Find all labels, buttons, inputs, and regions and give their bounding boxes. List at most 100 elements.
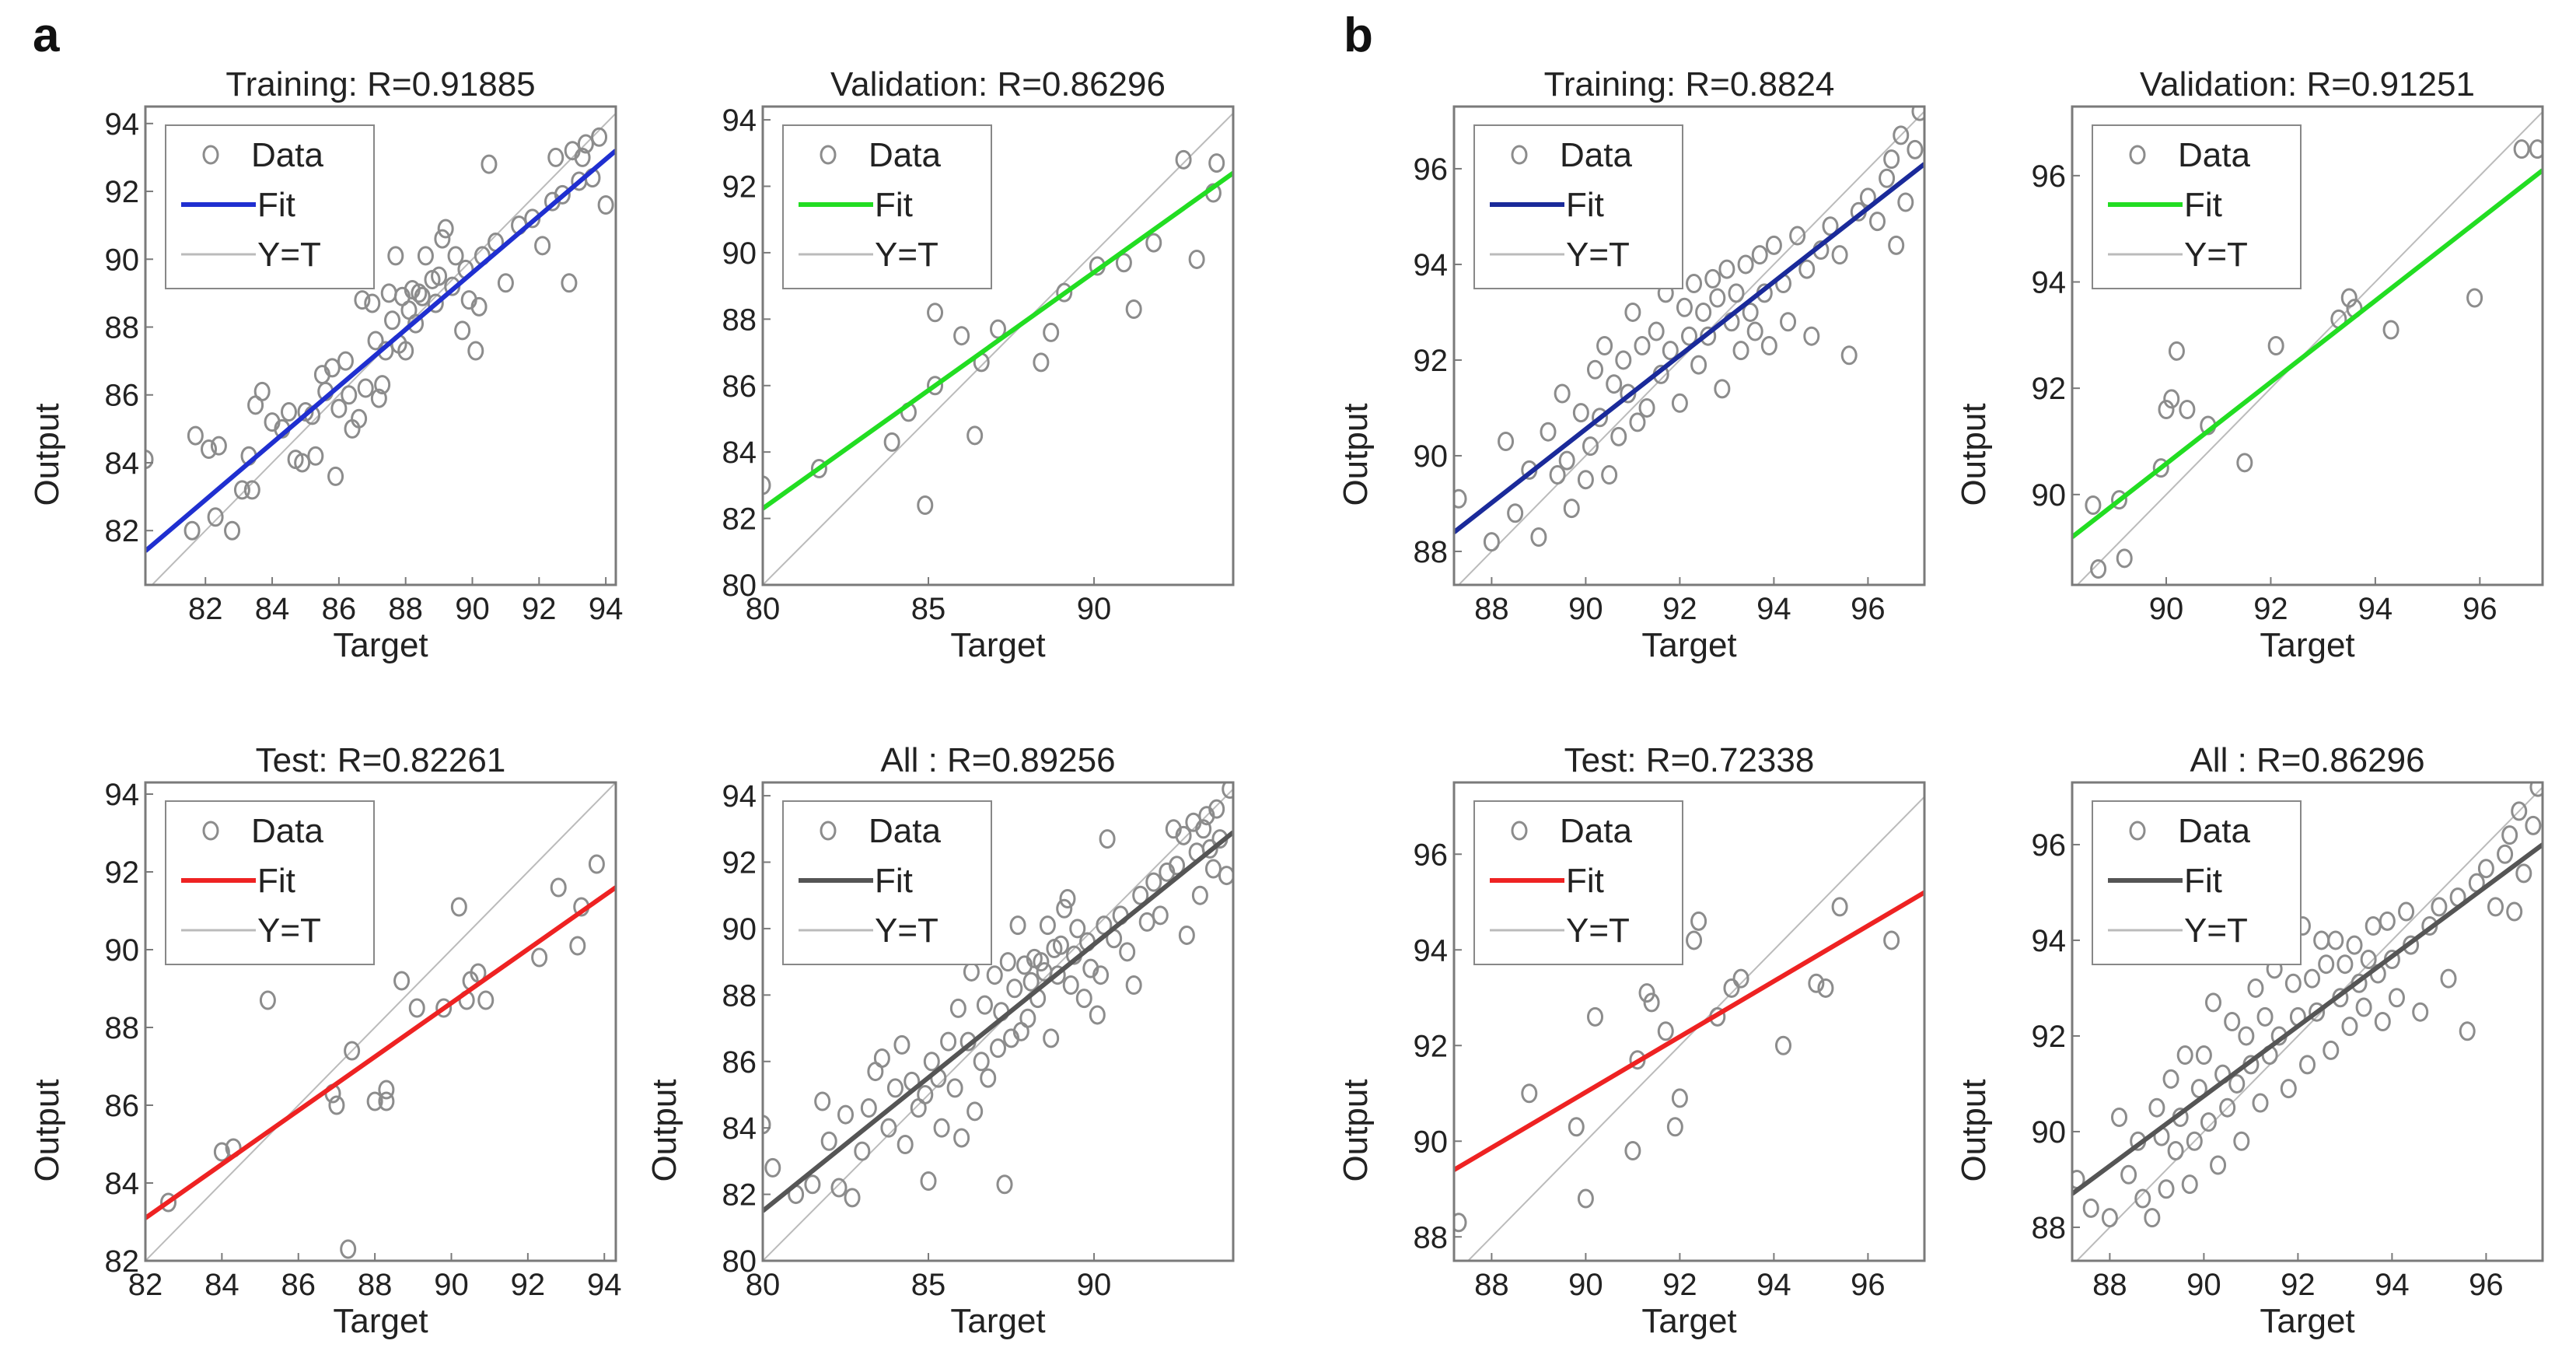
data-point <box>366 1091 383 1111</box>
data-point <box>1145 872 1162 892</box>
data-point <box>1601 465 1618 485</box>
y-axis-label: Output <box>1337 403 1375 506</box>
data-point <box>370 388 387 408</box>
data-point <box>1615 350 1632 370</box>
data-point <box>210 436 227 456</box>
legend: Data Fit Y=T <box>165 800 375 965</box>
data-point <box>384 310 401 331</box>
data-point <box>470 296 488 317</box>
data-point <box>2176 1045 2193 1066</box>
data-point <box>999 952 1016 972</box>
y-tick-label: 90 <box>722 236 757 271</box>
x-tick-label: 94 <box>2375 1268 2410 1302</box>
data-point <box>374 375 391 395</box>
legend-label-data: Data <box>2178 812 2250 850</box>
data-point <box>1760 336 1777 355</box>
data-point <box>1043 322 1060 342</box>
data-point <box>2515 863 2532 884</box>
data-point <box>2152 458 2169 478</box>
data-point <box>763 1115 771 1135</box>
data-point <box>1737 254 1754 275</box>
data-point <box>2090 559 2107 579</box>
x-tick-label: 92 <box>1662 1268 1697 1302</box>
data-point <box>224 520 241 541</box>
data-point <box>2116 548 2133 569</box>
data-point <box>1169 856 1186 876</box>
data-point <box>281 402 298 422</box>
x-tick-label: 94 <box>1756 1268 1791 1302</box>
y-tick-label: 92 <box>105 175 140 209</box>
data-point <box>1893 125 1910 145</box>
data-point <box>2256 1006 2274 1027</box>
y-tick-label: 88 <box>2032 1211 2067 1245</box>
data-point <box>1789 226 1806 246</box>
legend-label-fit: Fit <box>1566 186 1604 224</box>
subplot-title: Validation: R=0.86296 <box>830 65 1166 103</box>
y-tick-label: 80 <box>722 1244 757 1279</box>
data-point <box>1831 245 1848 265</box>
y-tick-label: 82 <box>722 502 757 537</box>
data-point <box>2179 400 2196 419</box>
data-point <box>2487 897 2504 917</box>
x-tick-label: 90 <box>1568 1268 1603 1302</box>
data-point <box>2340 288 2358 308</box>
y-tick-label: 92 <box>1414 1029 1449 1063</box>
data-point <box>2501 825 2518 845</box>
subplot-title: Training: R=0.91885 <box>225 65 535 103</box>
subplot: 80 85 90 80 82 84 86 88 90 92 94 All : R=0.89256 Tar… <box>645 741 1235 1340</box>
y-axis-label: Output <box>1955 403 1993 506</box>
data-point <box>920 1171 937 1191</box>
data-point <box>207 507 224 527</box>
data-point <box>2309 1002 2326 1022</box>
data-point <box>411 283 428 303</box>
x-tick-label: 90 <box>2149 592 2184 626</box>
data-point <box>1208 153 1225 173</box>
data-point <box>1638 397 1655 418</box>
data-point <box>1577 1188 1594 1209</box>
identity-line <box>763 788 1233 1261</box>
data-point <box>1188 249 1205 269</box>
data-point <box>554 184 571 205</box>
data-point <box>2497 844 2514 864</box>
legend-marker-data <box>820 145 837 165</box>
legend-label-fit: Fit <box>257 186 295 224</box>
data-point <box>2219 1097 2236 1118</box>
data-point <box>1498 432 1515 451</box>
data-point <box>1780 312 1797 332</box>
y-tick-label: 94 <box>2032 266 2067 300</box>
y-tick-label: 82 <box>722 1178 757 1213</box>
data-point <box>927 303 944 323</box>
data-point <box>2299 1055 2316 1075</box>
data-point <box>437 219 454 239</box>
data-point <box>986 965 1003 985</box>
legend: Data Fit Y=T <box>2092 800 2302 965</box>
data-point <box>1686 930 1703 950</box>
x-axis-label: Target <box>2260 1302 2354 1340</box>
x-tick-label: 86 <box>322 592 357 626</box>
data-point <box>2440 968 2457 989</box>
legend-marker-data <box>820 821 837 841</box>
data-point <box>393 971 411 991</box>
legend-label-yt: Y=T <box>257 912 321 950</box>
x-tick-label: 94 <box>2358 592 2393 626</box>
data-point <box>1125 299 1142 320</box>
y-tick-label: 86 <box>722 369 757 404</box>
x-axis-label: Target <box>333 626 428 664</box>
data-point <box>2267 336 2284 355</box>
fit-line <box>763 170 1233 511</box>
data-point <box>357 378 374 398</box>
x-tick-label: 84 <box>255 592 290 626</box>
x-tick-label: 90 <box>434 1268 469 1302</box>
data-point <box>1483 532 1500 552</box>
plot-frame <box>144 781 617 1262</box>
data-point <box>574 147 591 167</box>
data-point <box>1507 503 1524 523</box>
data-point <box>354 290 371 310</box>
legend-label-yt: Y=T <box>2184 912 2248 950</box>
data-point <box>1723 978 1740 998</box>
data-point <box>1043 1028 1060 1048</box>
data-point <box>408 998 425 1018</box>
data-point <box>1563 499 1580 519</box>
data-point <box>1911 107 1924 121</box>
data-point <box>2477 859 2494 879</box>
